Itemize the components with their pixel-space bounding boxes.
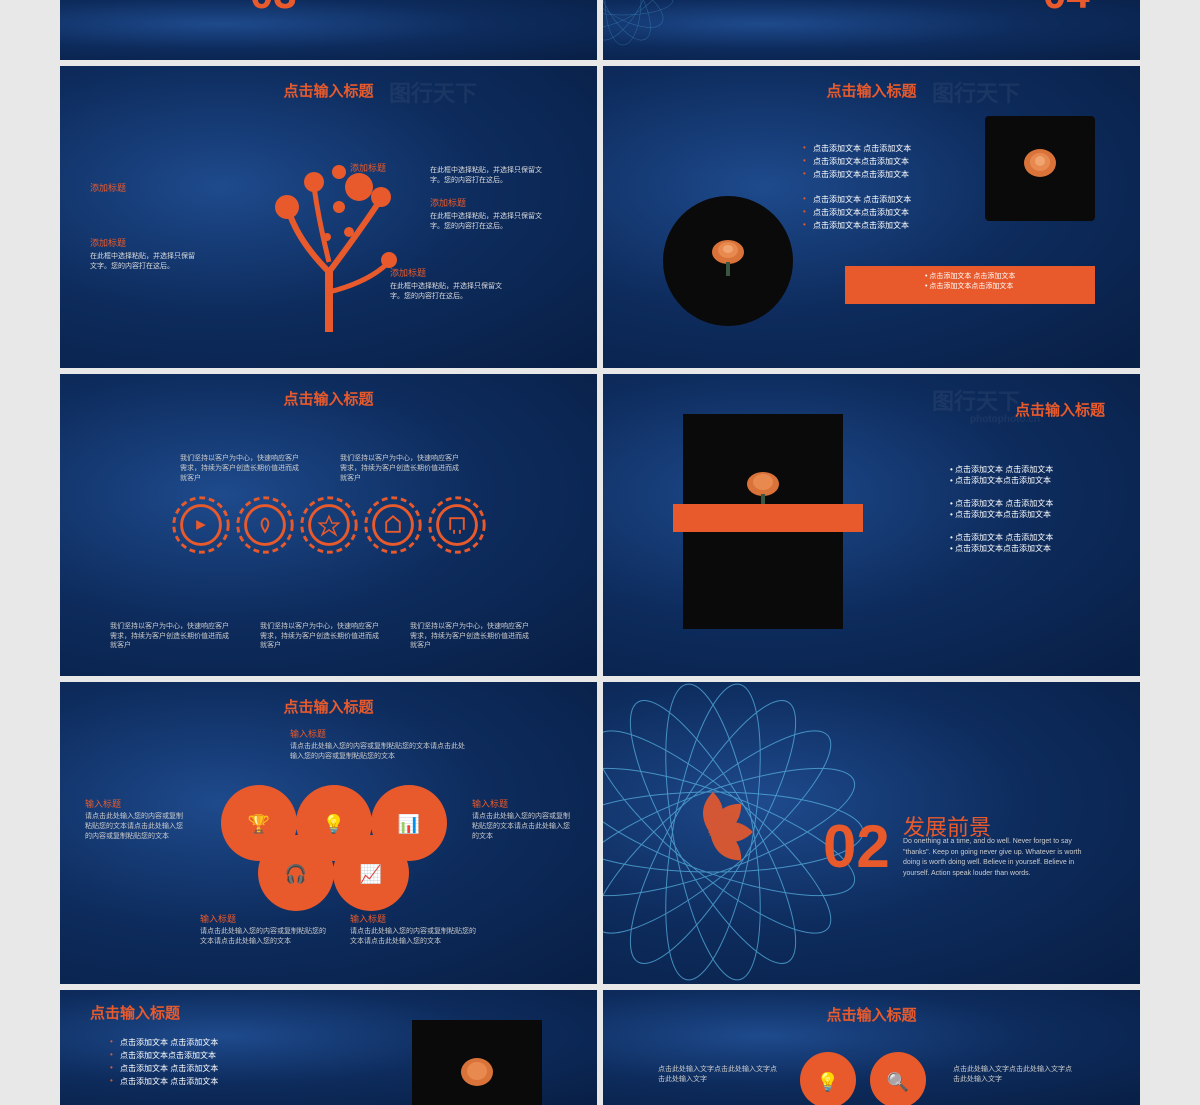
svg-text:💡: 💡: [322, 813, 344, 834]
gear-desc-2: 我们坚持以客户为中心，快速响应客户需求，持续为客户创造长期价值进而成就客户: [260, 622, 380, 651]
slide-circles-bottom: 点击输入标题 点击此处输入文字点击此处输入文字点击此处输入文字 💡 🔍 点击此处…: [603, 990, 1140, 1105]
blob-label-4: 输入标题请点击此处输入您的内容或复制粘贴您的文本请点击此处输入您的文本: [350, 912, 480, 947]
gear-desc-top-right: 我们坚持以客户为中心，快速响应客户需求，持续为客户创造长期价值进而成就客户: [340, 454, 460, 483]
slide-title: 点击输入标题: [603, 66, 1140, 101]
gear-icon-4: [359, 491, 427, 559]
image-circle: [663, 196, 793, 326]
gear-desc-top-left: 我们坚持以客户为中心，快速响应客户需求，持续为客户创造长期价值进而成就客户: [180, 454, 300, 483]
number-04: 04: [1043, 0, 1090, 18]
slide-tree: 点击输入标题 图行天下 添加标题 添加标题在此框中选择粘贴，并选择只保留文字。您…: [60, 66, 597, 368]
bullet-list: • 点击添加文本 点击添加文本• 点击添加文本点击添加文本 • 点击添加文本 点…: [950, 464, 1100, 566]
tree-label-2: 添加标题在此框中选择粘贴，并选择只保留文字。您的内容打在这后。: [90, 236, 200, 272]
slide-left-bullets: 点击输入标题 点击添加文本 点击添加文本点击添加文本点击添加文本点击添加文本 点…: [60, 990, 597, 1105]
gear-icon-1: [167, 491, 235, 559]
tree-label-4: 添加标题在此框中选择粘贴，并选择只保留文字。您的内容打在这后。: [430, 196, 550, 232]
slide-title: 点击输入标题: [60, 682, 597, 717]
svg-text:📊: 📊: [397, 813, 419, 834]
slide-title: 点击输入标题: [90, 1002, 180, 1023]
bullet-list: 点击添加文本 点击添加文本点击添加文本点击添加文本点击添加文本点击添加文本 点击…: [803, 141, 911, 233]
gear-icon-2: [231, 491, 299, 559]
tree-diagram: [239, 132, 419, 332]
section-desc: Do onething at a time, and do well. Neve…: [903, 837, 1083, 879]
gear-icon-5: [423, 491, 491, 559]
slide-title: 点击输入标题: [60, 66, 597, 101]
svg-text:🔍: 🔍: [887, 1070, 909, 1092]
blob-label-2: 输入标题请点击此处输入您的内容或复制粘贴您的文本请点击此处输入您的文本: [472, 797, 572, 841]
blob-diagram: 🏆 💡 📊 🎧 📈: [189, 773, 469, 923]
slide-title: 点击输入标题: [1015, 399, 1105, 420]
text-right: 点击此处输入文字点击此处输入文字点击此处输入文字: [953, 1065, 1073, 1085]
image-box: [412, 1020, 542, 1105]
bullet-list: 点击添加文本 点击添加文本点击添加文本点击添加文本点击添加文本 点击添加文本点击…: [110, 1035, 218, 1089]
watermark: 图行天下: [932, 384, 1020, 416]
svg-text:🎧: 🎧: [284, 863, 306, 884]
tree-label-5: 添加标题在此框中选择粘贴，并选择只保留文字。您的内容打在这后。: [390, 266, 510, 302]
slide-partial-04: True mastery of any skill lifetime. Swea…: [603, 0, 1140, 60]
section-number: 02: [823, 812, 890, 881]
blob-label-1: 输入标题请点击此处输入您的内容或复制粘贴您的文本请点击此处输入您的内容或复制粘贴…: [85, 797, 185, 841]
accent-bar: [673, 504, 863, 532]
svg-text:💡: 💡: [817, 1071, 839, 1092]
tree-label-3: 添加标题: [350, 161, 386, 177]
slide-section-divider: 02 发展前景 Do onething at a time, and do we…: [603, 682, 1140, 984]
slide-image-right-bullets: 图行天下 photophoto.cn 点击输入标题 • 点击添加文本 点击添加文…: [603, 374, 1140, 676]
gear-icon-3: [295, 491, 363, 559]
svg-text:📈: 📈: [359, 863, 381, 884]
tree-label-3b: 在此框中选择粘贴，并选择只保留文字。您的内容打在这后。: [430, 166, 550, 186]
gear-row: [169, 491, 489, 559]
svg-text:🏆: 🏆: [247, 813, 269, 834]
text-left: 点击此处输入文字点击此处输入文字点击此处输入文字: [658, 1065, 778, 1085]
blob-label-top: 输入标题请点击此处输入您的内容或复制粘贴您的文本请点击此处输入您的内容或复制粘贴…: [290, 727, 470, 762]
number-03: 03: [250, 0, 297, 18]
gear-desc-1: 我们坚持以客户为中心，快速响应客户需求，持续为客户创造长期价值进而成就客户: [110, 622, 230, 651]
slide-title: 点击输入标题: [603, 990, 1140, 1025]
tree-label-1: 添加标题: [90, 181, 126, 197]
gear-desc-3: 我们坚持以客户为中心，快速响应客户需求，持续为客户创造长期价值进而成就客户: [410, 622, 530, 651]
accent-bar: • 点击添加文本 点击添加文本 • 点击添加文本点击添加文本: [845, 266, 1095, 304]
slide-partial-03: True mastery of any skill lifetime. Swea…: [60, 0, 597, 60]
slide-image-bullets: 点击输入标题 图行天下 点击添加文本 点击添加文本点击添加文本点击添加文本点击添…: [603, 66, 1140, 368]
blob-label-3: 输入标题请点击此处输入您的内容或复制粘贴您的文本请点击此处输入您的文本: [200, 912, 330, 947]
slide-grid: True mastery of any skill lifetime. Swea…: [0, 0, 1200, 1105]
slide-title: 点击输入标题: [60, 374, 597, 409]
flower-decoration: [603, 0, 763, 60]
slide-gears: 点击输入标题 我们坚持以客户为中心，快速响应客户需求，持续为客户创造长期价值进而…: [60, 374, 597, 676]
image-small: [985, 116, 1095, 221]
circle-icons: 💡 🔍: [798, 1050, 928, 1105]
slide-blobs: 点击输入标题 输入标题请点击此处输入您的内容或复制粘贴您的文本请点击此处输入您的…: [60, 682, 597, 984]
